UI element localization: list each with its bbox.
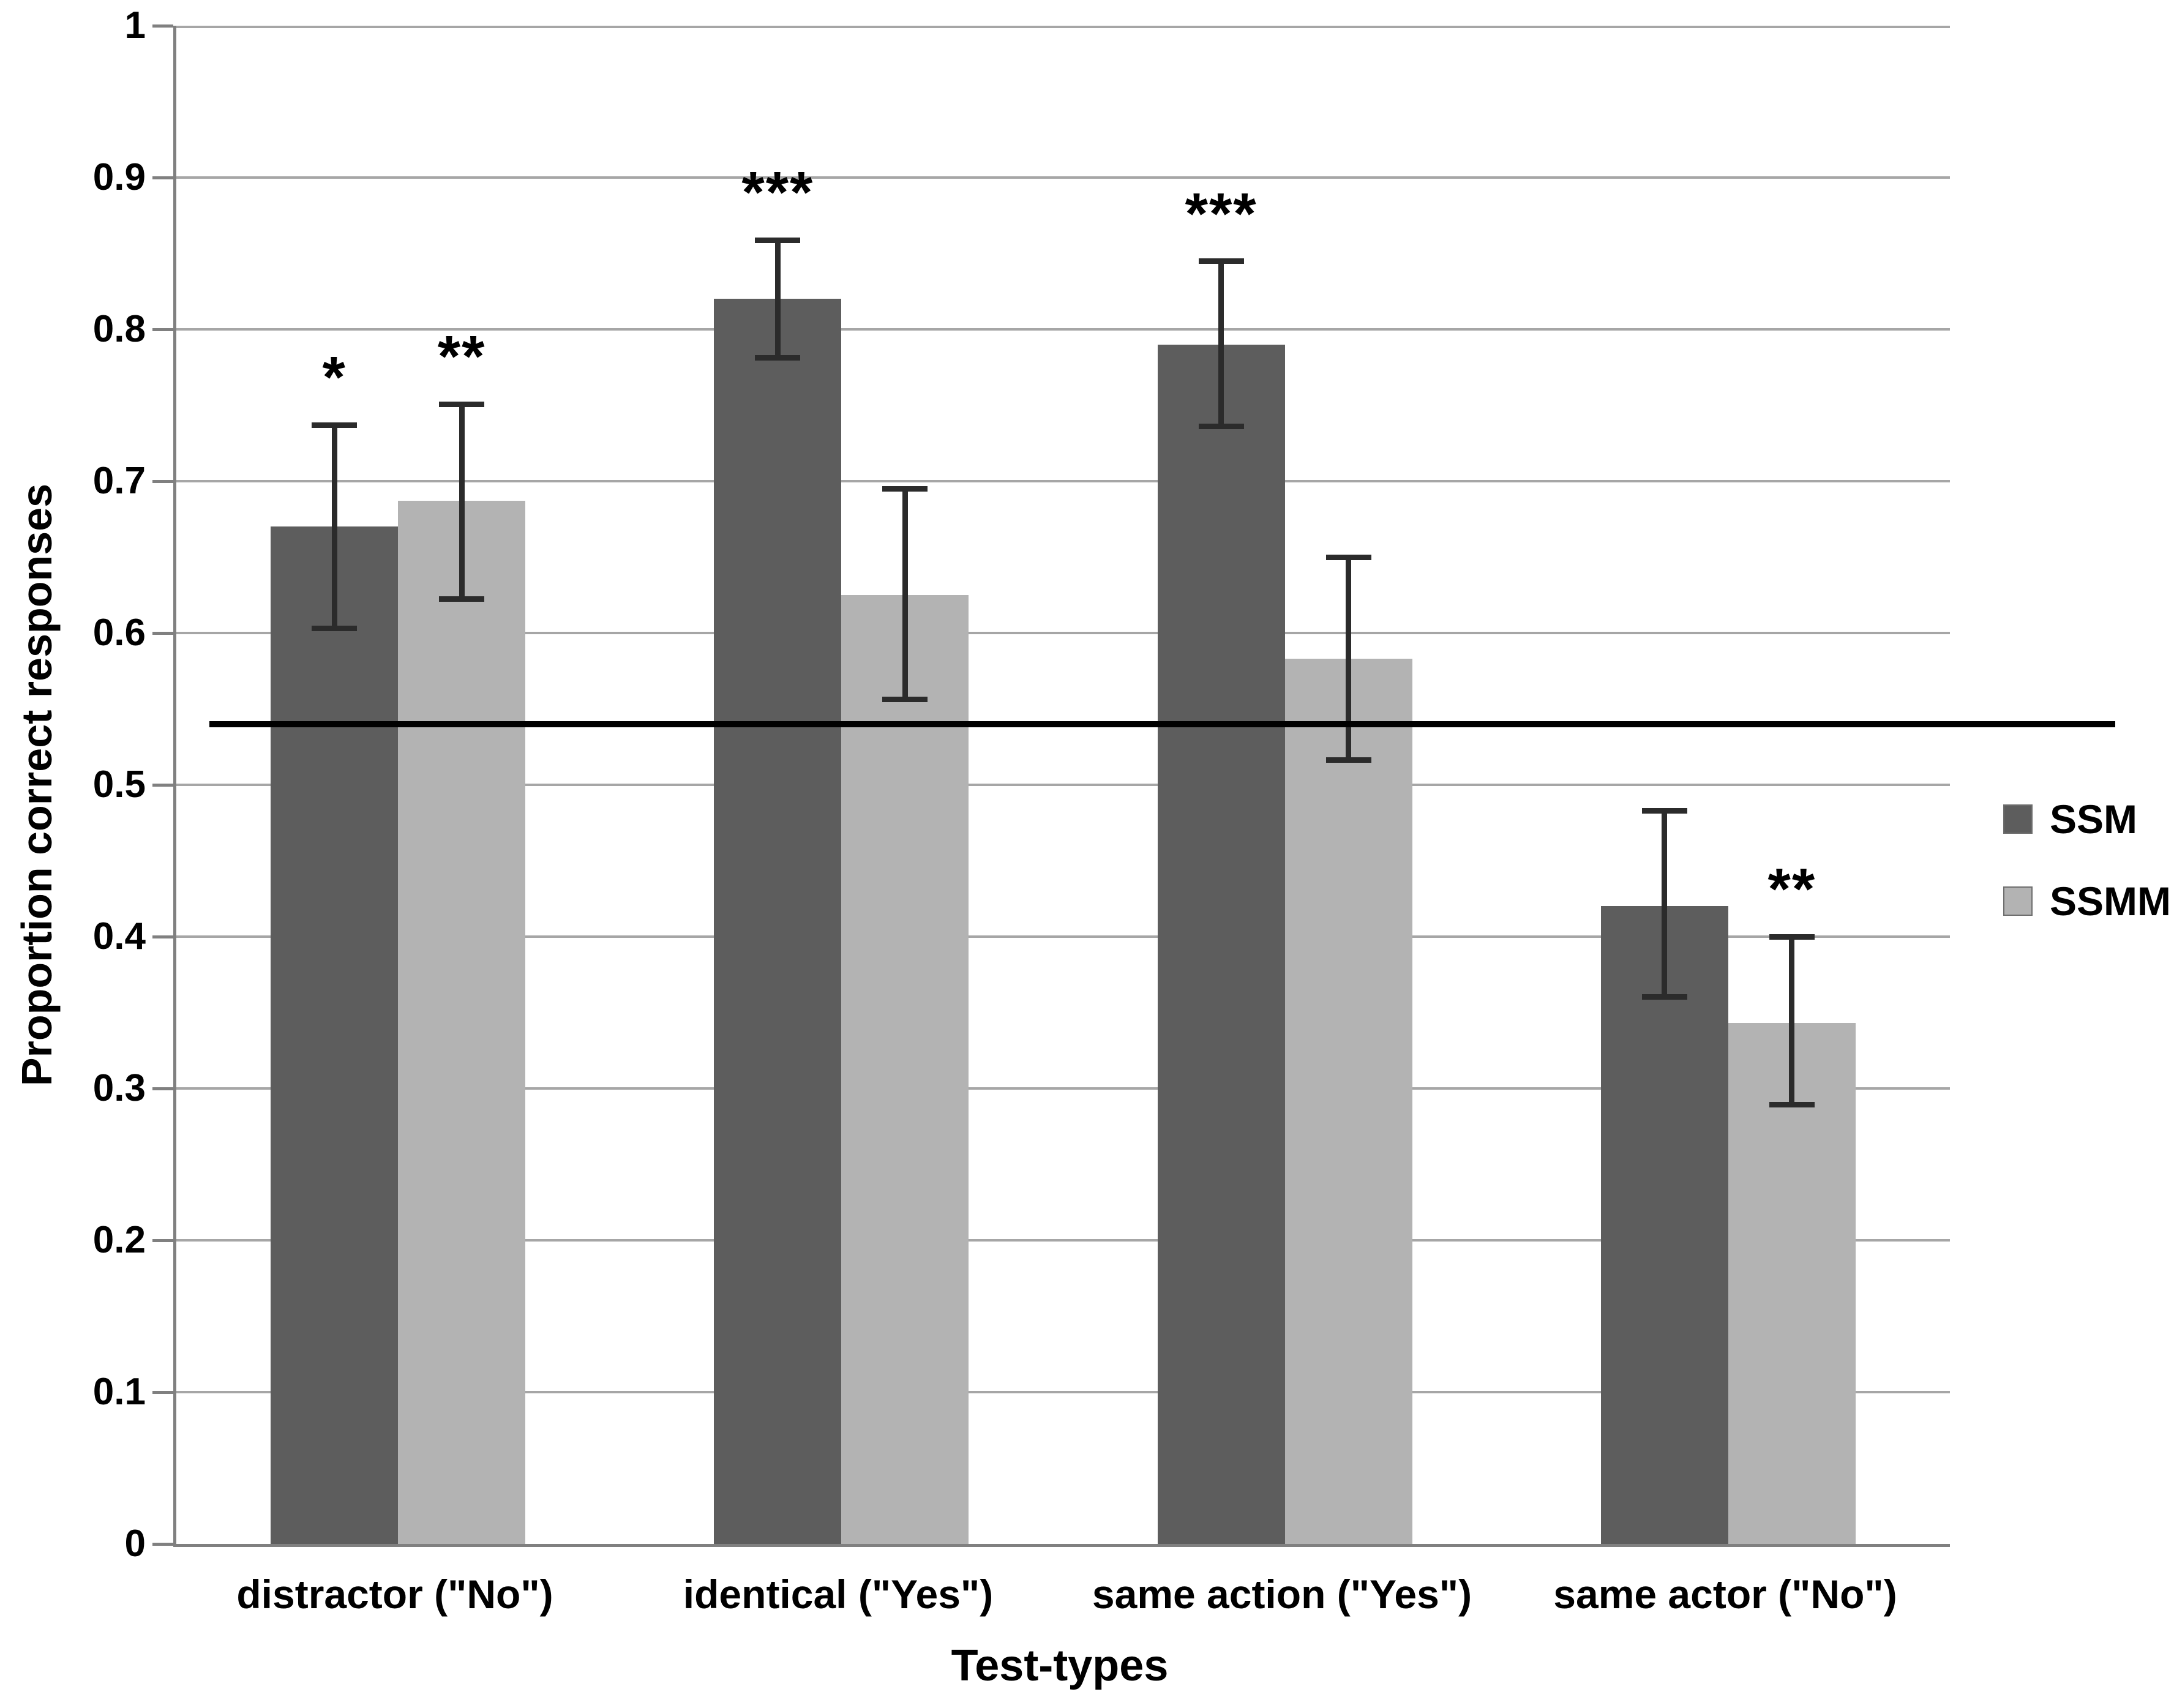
y-tick-label-0.2: 0.2 xyxy=(92,1219,146,1261)
y-tick-label-0.4: 0.4 xyxy=(92,915,146,957)
error-bar-ssmm-1 xyxy=(902,489,908,700)
bar-ssmm-3 xyxy=(1728,1023,1856,1544)
category-label-identical: identical ("Yes") xyxy=(683,1571,994,1617)
y-tick-0.1 xyxy=(152,1391,173,1394)
y-tick-1 xyxy=(152,24,173,28)
bar-ssm-2 xyxy=(1157,344,1285,1544)
significance-ssm-1: *** xyxy=(741,159,814,225)
error-cap-bottom-ssm-3 xyxy=(1641,994,1687,1000)
legend-row-ssmm: SSMM xyxy=(2003,878,2171,924)
error-cap-top-ssmm-1 xyxy=(882,486,928,492)
error-bar-ssm-1 xyxy=(774,239,781,359)
bar-ssm-0 xyxy=(271,526,399,1544)
y-tick-label-0.6: 0.6 xyxy=(92,612,146,654)
error-cap-top-ssm-1 xyxy=(755,237,801,243)
category-label-same-action: same action ("Yes") xyxy=(1092,1571,1472,1617)
y-tick-label-0.3: 0.3 xyxy=(92,1067,146,1109)
error-cap-top-ssmm-2 xyxy=(1325,555,1371,560)
error-cap-top-ssmm-3 xyxy=(1769,934,1815,940)
x-axis-title: Test-types xyxy=(951,1641,1169,1690)
y-tick-0.6 xyxy=(152,632,173,635)
error-cap-bottom-ssm-1 xyxy=(755,355,801,361)
bar-ssm-1 xyxy=(714,299,842,1544)
error-cap-top-ssm-0 xyxy=(312,422,358,429)
significance-ssm-0: * xyxy=(322,345,347,411)
legend-label-ssmm: SSMM xyxy=(2050,878,2171,924)
bar-ssm-3 xyxy=(1600,906,1728,1544)
bar-ssmm-0 xyxy=(398,501,526,1544)
gridline-0.6 xyxy=(176,632,1950,634)
category-label-distractor: distractor ("No") xyxy=(236,1571,553,1617)
y-tick-0.9 xyxy=(152,176,173,179)
error-cap-top-ssm-3 xyxy=(1641,808,1687,814)
legend-swatch-ssmm xyxy=(2003,886,2033,916)
error-cap-top-ssm-2 xyxy=(1198,258,1244,264)
y-tick-label-0.7: 0.7 xyxy=(92,460,146,502)
error-cap-bottom-ssmm-0 xyxy=(439,596,485,602)
y-tick-0.2 xyxy=(152,1239,173,1242)
error-cap-bottom-ssm-2 xyxy=(1198,423,1244,429)
y-tick-0 xyxy=(152,1543,173,1546)
error-bar-ssmm-3 xyxy=(1789,937,1795,1106)
error-cap-bottom-ssmm-1 xyxy=(882,697,928,703)
gridline-0.9 xyxy=(176,176,1950,179)
legend: SSM SSMM xyxy=(2003,796,2171,966)
significance-ssmm-3: ** xyxy=(1767,856,1816,923)
bar-ssmm-1 xyxy=(841,595,969,1544)
y-tick-0.8 xyxy=(152,328,173,331)
error-bar-ssmm-0 xyxy=(459,403,465,600)
y-tick-label-1: 1 xyxy=(124,4,146,47)
y-tick-0.4 xyxy=(152,935,173,938)
error-bar-ssmm-2 xyxy=(1346,557,1352,761)
chance-level-line xyxy=(209,721,2115,727)
gridline-0.4 xyxy=(176,935,1950,938)
y-tick-0.5 xyxy=(152,784,173,787)
y-tick-0.3 xyxy=(152,1087,173,1090)
y-tick-label-0.5: 0.5 xyxy=(92,763,146,806)
gridline-0.8 xyxy=(176,328,1950,331)
category-label-same-actor: same actor ("No") xyxy=(1553,1571,1897,1617)
error-cap-top-ssmm-0 xyxy=(439,401,485,407)
legend-label-ssm: SSM xyxy=(2050,796,2138,842)
y-tick-label-0.9: 0.9 xyxy=(92,156,146,198)
gridline-0.5 xyxy=(176,784,1950,786)
legend-row-ssm: SSM xyxy=(2003,796,2171,842)
y-tick-0.7 xyxy=(152,480,173,483)
error-cap-bottom-ssmm-2 xyxy=(1325,757,1371,763)
y-tick-label-0.1: 0.1 xyxy=(92,1371,146,1413)
gridline-0.3 xyxy=(176,1087,1950,1090)
error-cap-bottom-ssm-0 xyxy=(312,625,358,631)
gridline-0.2 xyxy=(176,1239,1950,1242)
legend-swatch-ssm xyxy=(2003,804,2033,834)
error-bar-ssm-2 xyxy=(1218,261,1224,427)
significance-ssm-2: *** xyxy=(1185,181,1258,247)
y-tick-label-0.8: 0.8 xyxy=(92,308,146,350)
gridline-1.0 xyxy=(176,26,1950,28)
significance-ssmm-0: ** xyxy=(437,323,486,389)
gridline-0.1 xyxy=(176,1391,1950,1393)
error-bar-ssm-3 xyxy=(1662,811,1668,998)
error-bar-ssm-0 xyxy=(331,425,337,629)
error-cap-bottom-ssmm-3 xyxy=(1769,1102,1815,1108)
plot-area: * *** *** ** ** xyxy=(173,26,1950,1547)
y-tick-label-0: 0 xyxy=(124,1523,146,1565)
bar-ssmm-2 xyxy=(1284,659,1412,1544)
gridline-0.7 xyxy=(176,480,1950,482)
